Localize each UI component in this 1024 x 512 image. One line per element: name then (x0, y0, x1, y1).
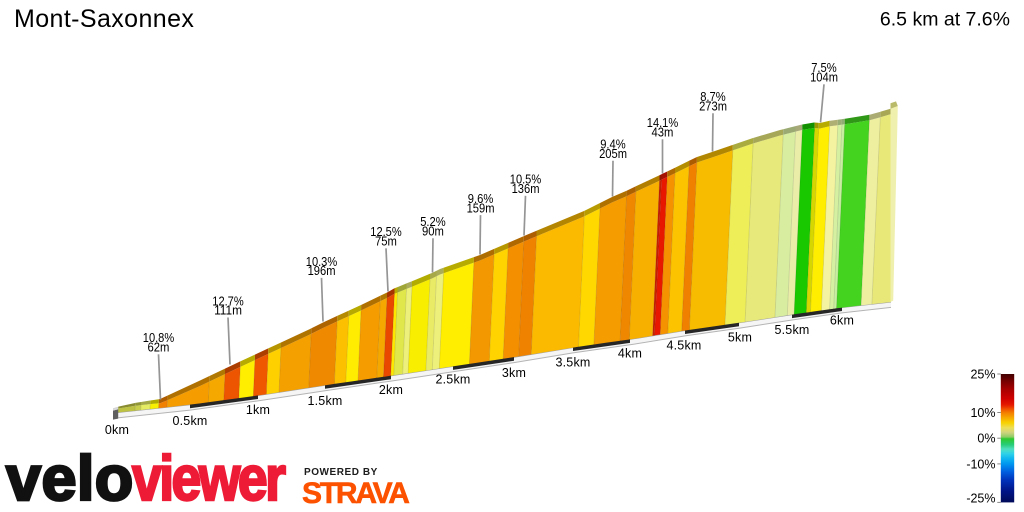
svg-text:2.5km: 2.5km (435, 373, 470, 387)
svg-text:-25%: -25% (966, 492, 995, 506)
svg-text:14.1%: 14.1% (647, 115, 679, 130)
svg-text:90m: 90m (422, 224, 444, 239)
svg-text:4.5km: 4.5km (666, 339, 701, 353)
svg-text:104m: 104m (810, 70, 838, 85)
svg-text:10%: 10% (970, 406, 995, 420)
svg-text:6.5 km at 7.6%: 6.5 km at 7.6% (880, 9, 1010, 31)
svg-text:75m: 75m (375, 234, 397, 249)
svg-text:8.7%: 8.7% (700, 89, 726, 104)
svg-text:10.3%: 10.3% (306, 254, 338, 269)
svg-text:12.5%: 12.5% (370, 224, 402, 239)
svg-text:196m: 196m (308, 263, 336, 278)
svg-text:43m: 43m (652, 125, 674, 140)
svg-text:5.5km: 5.5km (774, 323, 809, 337)
svg-text:5km: 5km (728, 331, 752, 345)
svg-text:205m: 205m (599, 146, 627, 161)
svg-text:136m: 136m (512, 181, 540, 196)
svg-text:6km: 6km (830, 313, 854, 327)
svg-text:-10%: -10% (966, 457, 995, 471)
svg-text:25%: 25% (970, 368, 995, 382)
svg-text:111m: 111m (214, 303, 242, 318)
svg-text:0.5km: 0.5km (172, 414, 207, 428)
svg-text:4km: 4km (618, 347, 642, 361)
svg-text:7.5%: 7.5% (811, 60, 837, 75)
svg-text:9.4%: 9.4% (600, 137, 626, 152)
svg-text:62m: 62m (148, 340, 170, 355)
svg-text:0km: 0km (105, 423, 129, 437)
svg-text:0%: 0% (977, 432, 995, 446)
svg-text:10.5%: 10.5% (510, 172, 542, 187)
svg-text:Mont-Saxonnex: Mont-Saxonnex (14, 5, 194, 33)
svg-text:159m: 159m (467, 200, 495, 215)
svg-text:1.5km: 1.5km (307, 394, 342, 408)
svg-text:5.2%: 5.2% (420, 214, 446, 229)
svg-text:9.6%: 9.6% (468, 191, 494, 206)
svg-text:3km: 3km (502, 366, 526, 380)
svg-text:3.5km: 3.5km (555, 356, 590, 370)
svg-text:12.7%: 12.7% (212, 293, 244, 308)
svg-text:2km: 2km (379, 383, 403, 397)
svg-text:1km: 1km (246, 403, 270, 417)
svg-text:10.8%: 10.8% (143, 330, 175, 345)
svg-text:273m: 273m (699, 99, 727, 114)
